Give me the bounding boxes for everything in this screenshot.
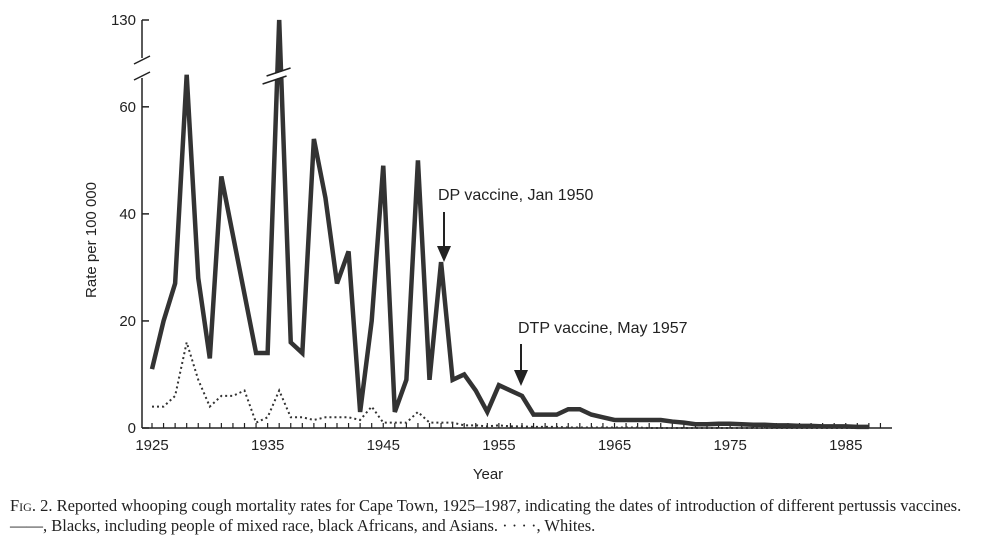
y-tick-label: 40 — [119, 206, 136, 223]
y-tick-label: 60 — [119, 99, 136, 116]
y-axis-break-mark — [133, 55, 151, 65]
x-tick-label: 1975 — [713, 437, 746, 454]
y-tick-label: 130 — [111, 12, 136, 29]
caption-label: Fig. 2. — [10, 496, 53, 515]
y-axis-title: Rate per 100 000 — [83, 182, 100, 298]
x-tick-label: 1985 — [829, 437, 862, 454]
caption-text: Reported whooping cough mortality rates … — [10, 496, 962, 535]
x-axis-title: Year — [473, 466, 503, 483]
annotations: DP vaccine, Jan 1950 DTP vaccine, May 195… — [437, 187, 688, 386]
annotation-arrow-head — [437, 246, 451, 262]
series-break-gap — [263, 69, 290, 83]
ticks: 0 20 40 60 130 1925 1935 1945 1955 1965 1975 1985 — [111, 12, 882, 454]
annotation-label: DP vaccine, Jan 1950 — [438, 187, 593, 204]
figure-caption: Fig. 2. Reported whooping cough mortalit… — [10, 496, 995, 536]
series-break-mark — [266, 67, 291, 77]
annotation-label: DTP vaccine, May 1957 — [518, 320, 688, 337]
y-tick-label: 0 — [128, 420, 136, 437]
y-tick-label: 20 — [119, 313, 136, 330]
axes — [133, 20, 892, 429]
whooping-cough-chart: 0 20 40 60 130 1925 1935 1945 1955 1965 1975 1985 D… — [83, 12, 892, 483]
series-break-mark — [262, 75, 287, 85]
series-blacks-line — [149, 19, 869, 430]
annotation-arrow-head — [514, 370, 528, 386]
x-tick-label: 1965 — [598, 437, 631, 454]
x-tick-label: 1935 — [251, 437, 284, 454]
x-tick-label: 1945 — [367, 437, 400, 454]
y-axis-break-mark — [133, 71, 151, 81]
series-layer — [149, 19, 869, 430]
x-tick-label: 1955 — [482, 437, 515, 454]
x-tick-label: 1925 — [135, 437, 168, 454]
